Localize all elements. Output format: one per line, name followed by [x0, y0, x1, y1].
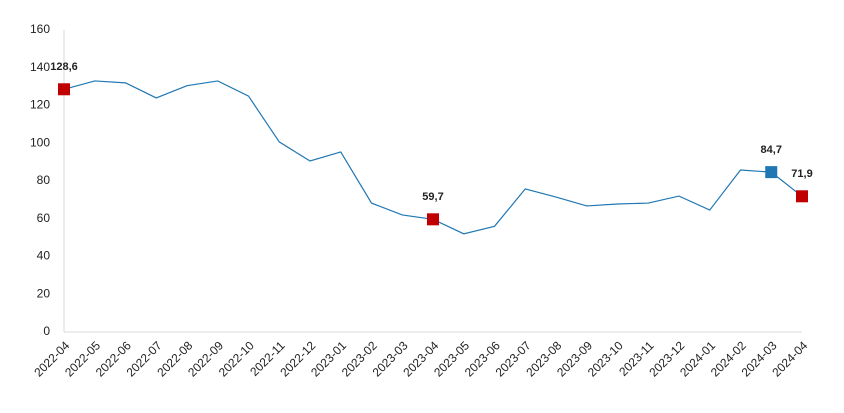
- y-tick-label: 100: [30, 135, 50, 149]
- value-label: 71,9: [791, 168, 812, 180]
- y-tick-label: 160: [30, 22, 50, 36]
- marker: [765, 166, 778, 179]
- y-tick-label: 120: [30, 98, 50, 112]
- marker: [796, 190, 808, 203]
- y-tick-label: 40: [37, 249, 51, 263]
- y-tick-label: 60: [37, 211, 51, 225]
- value-label: 84,7: [761, 144, 782, 156]
- value-label: 128,6: [50, 61, 78, 73]
- data-line: [63, 80, 803, 235]
- value-label: 59,7: [422, 191, 443, 203]
- y-tick-label: 0: [43, 324, 50, 338]
- y-tick-label: 140: [30, 60, 50, 74]
- y-tick-label: 20: [37, 286, 51, 300]
- y-tick-label: 80: [37, 173, 51, 187]
- marker: [427, 213, 439, 226]
- marker: [58, 83, 70, 96]
